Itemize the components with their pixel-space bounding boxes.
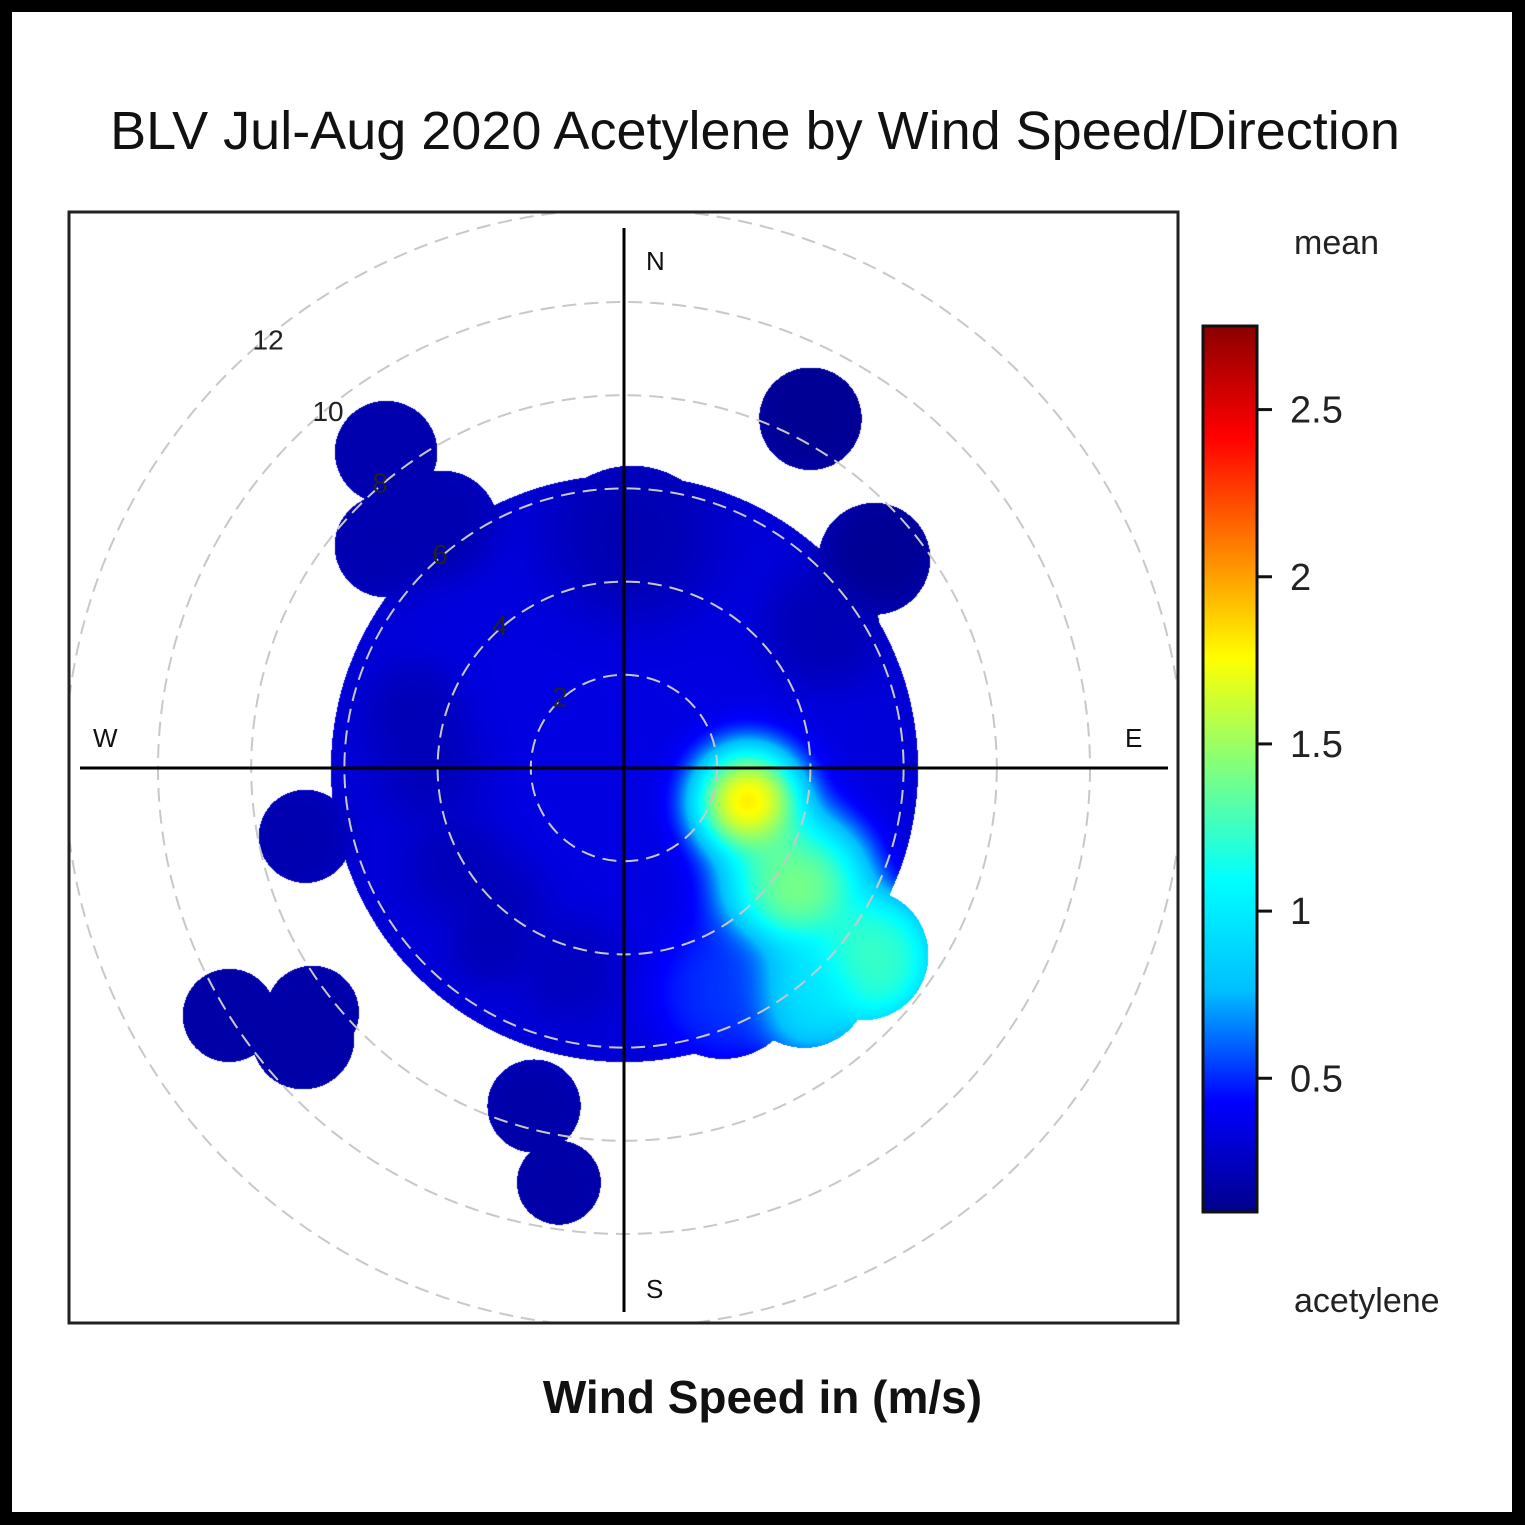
speed-ring-label: 2 xyxy=(552,682,568,713)
colorbar-bottom-label: acetylene xyxy=(1294,1282,1440,1320)
colorbar-tick-label: 1.5 xyxy=(1290,724,1343,766)
colorbar-tick-label: 1 xyxy=(1290,891,1311,933)
compass-w-label: W xyxy=(93,723,118,753)
x-axis-label: Wind Speed in (m/s) xyxy=(542,1371,983,1423)
colorbar-ticks: 0.5 1 1.5 2 2.5 xyxy=(1257,390,1343,1100)
colorbar-tick-label: 2.5 xyxy=(1290,390,1343,432)
speed-ring-labels: 2 4 6 8 10 12 xyxy=(253,325,568,713)
compass-s-label: S xyxy=(646,1274,663,1304)
compass-n-label: N xyxy=(646,246,665,276)
colorbar-top-label: mean xyxy=(1294,224,1379,262)
speed-ring-label: 4 xyxy=(492,610,508,641)
colorbar-tick-label: 2 xyxy=(1290,557,1311,599)
colorbar-tick-label: 0.5 xyxy=(1290,1058,1343,1100)
speed-ring-label: 6 xyxy=(432,539,448,570)
speed-ring-label: 8 xyxy=(372,467,388,498)
chart-title: BLV Jul-Aug 2020 Acetylene by Wind Speed… xyxy=(110,101,1400,161)
speed-ring-label: 12 xyxy=(253,325,284,356)
compass-e-label: E xyxy=(1125,723,1142,753)
plot-border xyxy=(67,210,1180,1325)
colorbar xyxy=(1201,324,1259,1214)
speed-ring-label: 10 xyxy=(312,396,343,427)
